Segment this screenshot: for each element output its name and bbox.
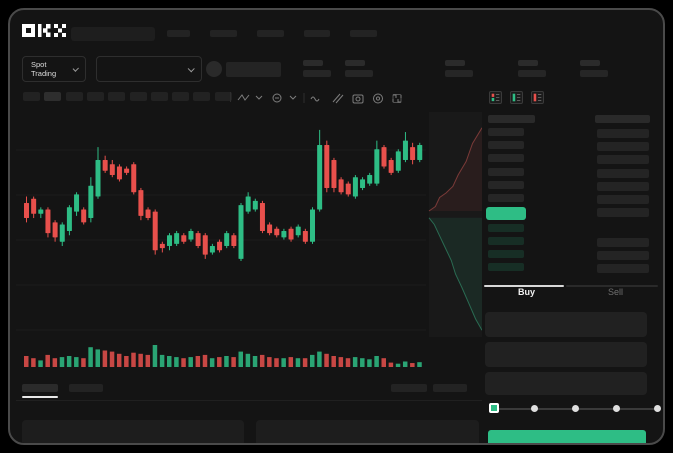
book-combined-view-icon[interactable] (489, 91, 502, 104)
nav-item-placeholder[interactable] (257, 30, 284, 37)
right-column: Buy Sell (482, 87, 663, 443)
orders-filter-placeholder[interactable] (433, 384, 467, 392)
toolbar-divider (230, 92, 231, 102)
nav-item-placeholder[interactable] (350, 30, 377, 37)
coin-icon (206, 61, 222, 77)
nav-item-placeholder[interactable] (304, 30, 330, 37)
book-price-placeholder[interactable] (488, 237, 524, 245)
book-amount-placeholder (597, 168, 649, 178)
timeframe-button[interactable] (65, 92, 83, 101)
active-tab-underline (22, 396, 58, 398)
total-input-placeholder[interactable] (485, 372, 647, 395)
pair-selector-dropdown[interactable] (96, 56, 202, 82)
book-price-placeholder[interactable] (488, 224, 524, 232)
book-price-header-placeholder (488, 115, 535, 123)
okx-logo (22, 24, 66, 37)
section-divider (16, 400, 482, 401)
orders-tab-active[interactable] (22, 384, 58, 392)
book-price-placeholder[interactable] (488, 263, 524, 271)
market-type-dropdown[interactable]: Spot Trading (22, 56, 86, 82)
chevron-down-icon (187, 64, 195, 72)
nav-item-placeholder[interactable] (167, 30, 190, 37)
nav-item-placeholder[interactable] (210, 30, 237, 37)
timeframe-button[interactable] (23, 92, 40, 101)
timeframe-button[interactable] (86, 92, 104, 101)
app-window: Spot Trading (8, 8, 665, 445)
amount-slider-handle[interactable] (489, 403, 499, 413)
inactive-tab-track (566, 285, 658, 287)
settings-icon[interactable] (373, 93, 383, 104)
price-input-placeholder[interactable] (485, 312, 647, 337)
fullscreen-icon[interactable] (392, 94, 402, 103)
chevron-down-icon (72, 64, 79, 72)
orders-filter-placeholder[interactable] (391, 384, 427, 392)
ticker-search-bar[interactable] (71, 27, 155, 41)
tab-sell[interactable]: Sell (607, 287, 623, 297)
book-price-placeholder[interactable] (488, 194, 524, 202)
book-price-placeholder[interactable] (488, 167, 524, 176)
book-amount-placeholder (597, 238, 649, 247)
active-tab-indicator (484, 285, 564, 287)
book-asks-only-view-icon[interactable] (531, 91, 544, 104)
book-bids-only-view-icon[interactable] (510, 91, 523, 104)
chart-type-icon[interactable] (237, 94, 250, 101)
chevron-down-icon[interactable] (289, 95, 297, 100)
candlestick-chart[interactable] (16, 112, 482, 380)
timeframe-button[interactable] (150, 92, 168, 101)
history-tab[interactable] (69, 384, 103, 392)
amount-slider-stop[interactable] (653, 405, 661, 412)
book-last-price[interactable] (486, 207, 526, 220)
amount-input-placeholder[interactable] (485, 342, 647, 367)
amount-slider-stop[interactable] (612, 405, 620, 412)
open-orders-panel-placeholder (22, 420, 244, 443)
book-amount-placeholder (597, 181, 649, 191)
line-style-icon[interactable] (310, 96, 320, 102)
buy-submit-button[interactable] (488, 430, 646, 443)
timeframe-button[interactable] (214, 92, 232, 101)
book-amount-placeholder (597, 142, 649, 152)
drawing-tools-icon[interactable] (332, 93, 344, 104)
amount-slider-stop[interactable] (531, 405, 539, 412)
indicators-icon[interactable] (272, 93, 282, 103)
book-amount-placeholder (597, 208, 649, 218)
book-price-placeholder[interactable] (488, 250, 524, 258)
chevron-down-icon[interactable] (255, 95, 263, 100)
amount-slider-stop[interactable] (572, 405, 579, 412)
book-price-placeholder[interactable] (488, 141, 524, 150)
book-amount-header-placeholder (595, 115, 650, 123)
last-price-placeholder (226, 62, 281, 77)
book-amount-placeholder (597, 155, 649, 165)
book-amount-placeholder (597, 251, 649, 260)
tab-buy[interactable]: Buy (517, 287, 535, 297)
timeframe-button[interactable] (108, 92, 126, 101)
timeframe-button[interactable] (129, 92, 147, 101)
market-type-label: Spot Trading (31, 60, 57, 78)
timeframe-button[interactable] (193, 92, 211, 101)
order-history-panel-placeholder (256, 420, 479, 443)
timeframe-button[interactable] (172, 92, 190, 101)
book-price-placeholder[interactable] (488, 180, 524, 189)
book-amount-placeholder (597, 264, 649, 273)
book-price-placeholder[interactable] (488, 154, 524, 163)
timeframe-button[interactable] (44, 92, 62, 101)
camera-icon[interactable] (352, 94, 364, 104)
book-amount-placeholder (597, 195, 649, 204)
book-price-placeholder[interactable] (488, 128, 524, 136)
book-amount-placeholder (597, 129, 649, 138)
